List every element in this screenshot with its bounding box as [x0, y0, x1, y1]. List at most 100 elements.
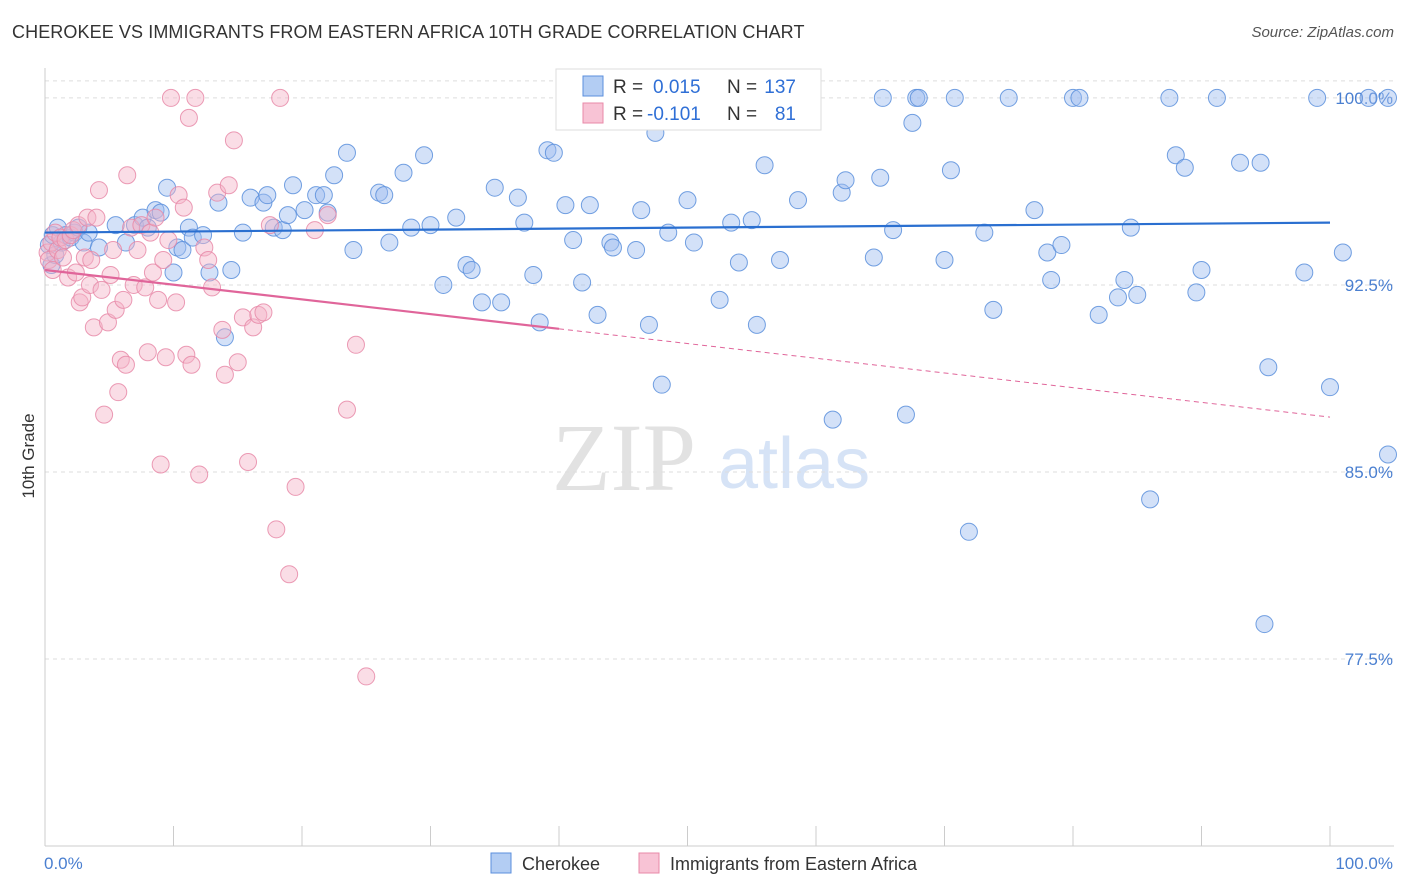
- cherokee-point: [447, 208, 466, 227]
- cherokee-point: [1052, 236, 1071, 255]
- cherokee-point: [573, 273, 592, 292]
- eastern-africa-point: [146, 208, 165, 227]
- eastern-africa-point: [95, 405, 114, 424]
- trend-lines: [44, 221, 1331, 418]
- eastern-africa-point: [239, 452, 258, 471]
- eastern-africa-point: [42, 233, 61, 252]
- source-label: Source: ZipAtlas.com: [1251, 24, 1394, 41]
- cherokee-point: [314, 186, 333, 205]
- eastern-africa-point: [128, 241, 147, 260]
- bottom-legend-swatch-cherokee: [490, 852, 512, 874]
- cherokee-point: [789, 191, 808, 210]
- y-axis-label: 10th Grade: [19, 413, 38, 498]
- cherokee-point: [935, 251, 954, 270]
- cherokee-point: [515, 213, 534, 232]
- legend-n-label-0: N =: [727, 77, 757, 98]
- cherokee-point: [588, 305, 607, 324]
- cherokee-point: [370, 183, 389, 202]
- eastern-africa-point: [267, 520, 286, 539]
- cherokee-point: [941, 161, 960, 180]
- eastern-africa-point: [260, 216, 279, 235]
- cherokee-point: [151, 203, 170, 222]
- cherokee-point: [258, 186, 277, 205]
- cherokee-point: [1128, 285, 1147, 304]
- y-tick-labels: 100.0% 92.5% 85.0% 77.5%: [1335, 89, 1393, 669]
- cherokee-point: [1359, 88, 1378, 107]
- cherokee-point: [1379, 88, 1397, 107]
- cherokee-point: [295, 201, 314, 220]
- y-tick-label: 85.0%: [1345, 463, 1393, 482]
- eastern-africa-point: [224, 131, 243, 150]
- eastern-africa-point: [337, 400, 356, 419]
- cherokee-point: [1042, 270, 1061, 289]
- eastern-africa-point: [61, 226, 80, 245]
- cherokee-point: [1321, 378, 1339, 397]
- eastern-africa-point: [149, 290, 168, 309]
- cherokee-point: [1251, 153, 1270, 172]
- eastern-africa-point: [87, 208, 106, 227]
- cherokee-point: [183, 228, 202, 247]
- x-tick-label-max: 100.0%: [1335, 854, 1393, 873]
- eastern-africa-point: [346, 335, 365, 354]
- eastern-africa-trend-line: [44, 268, 560, 330]
- eastern-africa-point: [199, 251, 218, 270]
- cherokee-point: [1295, 263, 1314, 282]
- eastern-africa-point: [70, 293, 89, 312]
- eastern-africa-point: [106, 300, 125, 319]
- eastern-africa-point: [190, 465, 209, 484]
- cherokee-point: [556, 196, 575, 215]
- legend-n-value-1: 81: [775, 104, 796, 125]
- eastern-africa-point: [156, 348, 175, 367]
- cherokee-trend-line: [44, 221, 1331, 234]
- cherokee-point: [284, 176, 303, 195]
- bottom-legend-swatch-eastern-africa: [638, 852, 660, 874]
- watermark-zip: ZIP: [552, 404, 696, 511]
- eastern-africa-point: [80, 275, 99, 294]
- legend-swatch-cherokee: [582, 75, 604, 97]
- cherokee-point: [1379, 445, 1397, 464]
- eastern-africa-point: [213, 320, 232, 339]
- eastern-africa-points: [38, 88, 376, 686]
- cherokee-point: [1166, 146, 1185, 165]
- cherokee-point: [457, 255, 476, 274]
- eastern-africa-point: [249, 305, 268, 324]
- legend-r-label-0: R =: [613, 77, 643, 98]
- chart-title: CHEROKEE VS IMMIGRANTS FROM EASTERN AFRI…: [12, 22, 805, 42]
- cherokee-point: [402, 218, 421, 237]
- eastern-africa-point: [154, 251, 173, 270]
- eastern-africa-point: [271, 88, 290, 107]
- cherokee-point: [106, 216, 125, 235]
- cherokee-point: [1160, 88, 1179, 107]
- legend-swatch-eastern-africa: [582, 102, 604, 124]
- legend-r-value-1: -0.101: [647, 104, 701, 125]
- cherokee-point: [1121, 218, 1140, 237]
- cherokee-point: [873, 88, 892, 107]
- cherokee-point: [215, 328, 234, 347]
- eastern-africa-point: [228, 353, 247, 372]
- cherokee-point: [1175, 158, 1194, 177]
- cherokee-point: [307, 186, 326, 205]
- cherokee-point: [375, 186, 394, 205]
- cherokee-point: [380, 233, 399, 252]
- cherokee-point: [722, 213, 741, 232]
- cherokee-point: [755, 156, 774, 175]
- cherokee-point: [344, 241, 363, 260]
- cherokee-point: [415, 146, 434, 165]
- cherokee-point: [1259, 358, 1278, 377]
- cherokee-point: [999, 88, 1018, 107]
- legend-n-value-0: 137: [764, 77, 796, 98]
- cherokee-point: [164, 263, 183, 282]
- cherokee-point: [639, 315, 658, 334]
- y-tick-label: 100.0%: [1335, 89, 1393, 108]
- cherokee-point: [959, 522, 978, 541]
- cherokee-point: [492, 293, 511, 312]
- watermark-atlas: atlas: [718, 424, 870, 504]
- eastern-africa-point: [82, 251, 101, 270]
- cherokee-point: [729, 253, 748, 272]
- eastern-africa-point: [114, 290, 133, 309]
- bottom-legend-label-eastern-africa: Immigrants from Eastern Africa: [670, 854, 918, 874]
- bottom-legend-label-cherokee: Cherokee: [522, 854, 600, 874]
- cherokee-point: [508, 188, 527, 207]
- cherokee-point: [325, 166, 344, 185]
